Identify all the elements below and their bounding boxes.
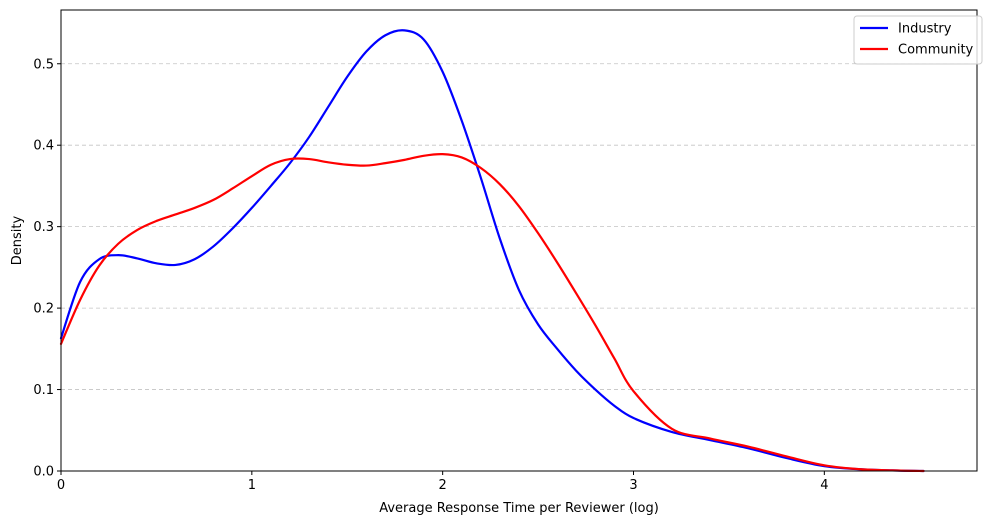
y-tick-label: 0.0 [33,465,54,480]
series-lines [59,29,925,473]
x-tick-label: 0 [57,478,65,493]
y-tick-label: 0.4 [33,139,54,154]
series-line-community [59,153,925,473]
plot-frame [60,9,978,472]
legend-label-community: Community [898,43,974,58]
y-tick-label: 0.2 [33,302,54,317]
y-tick-label: 0.5 [33,57,54,72]
y-tick-label: 0.1 [33,383,54,398]
series-line-industry [59,29,925,473]
x-axis-label: Average Response Time per Reviewer (log) [379,501,659,516]
axis-ticks: 0 1 2 3 4 0.0 0.1 0.2 0.3 0.4 0.5 [33,57,828,493]
x-tick-label: 3 [629,478,637,493]
x-tick-label: 2 [439,478,447,493]
x-tick-label: 4 [820,478,828,493]
legend: Industry Community [853,15,983,65]
legend-label-industry: Industry [898,22,952,37]
grid-lines [61,63,977,390]
x-tick-label: 1 [248,478,256,493]
y-tick-label: 0.3 [33,220,54,235]
y-axis-label: Density [10,215,25,265]
